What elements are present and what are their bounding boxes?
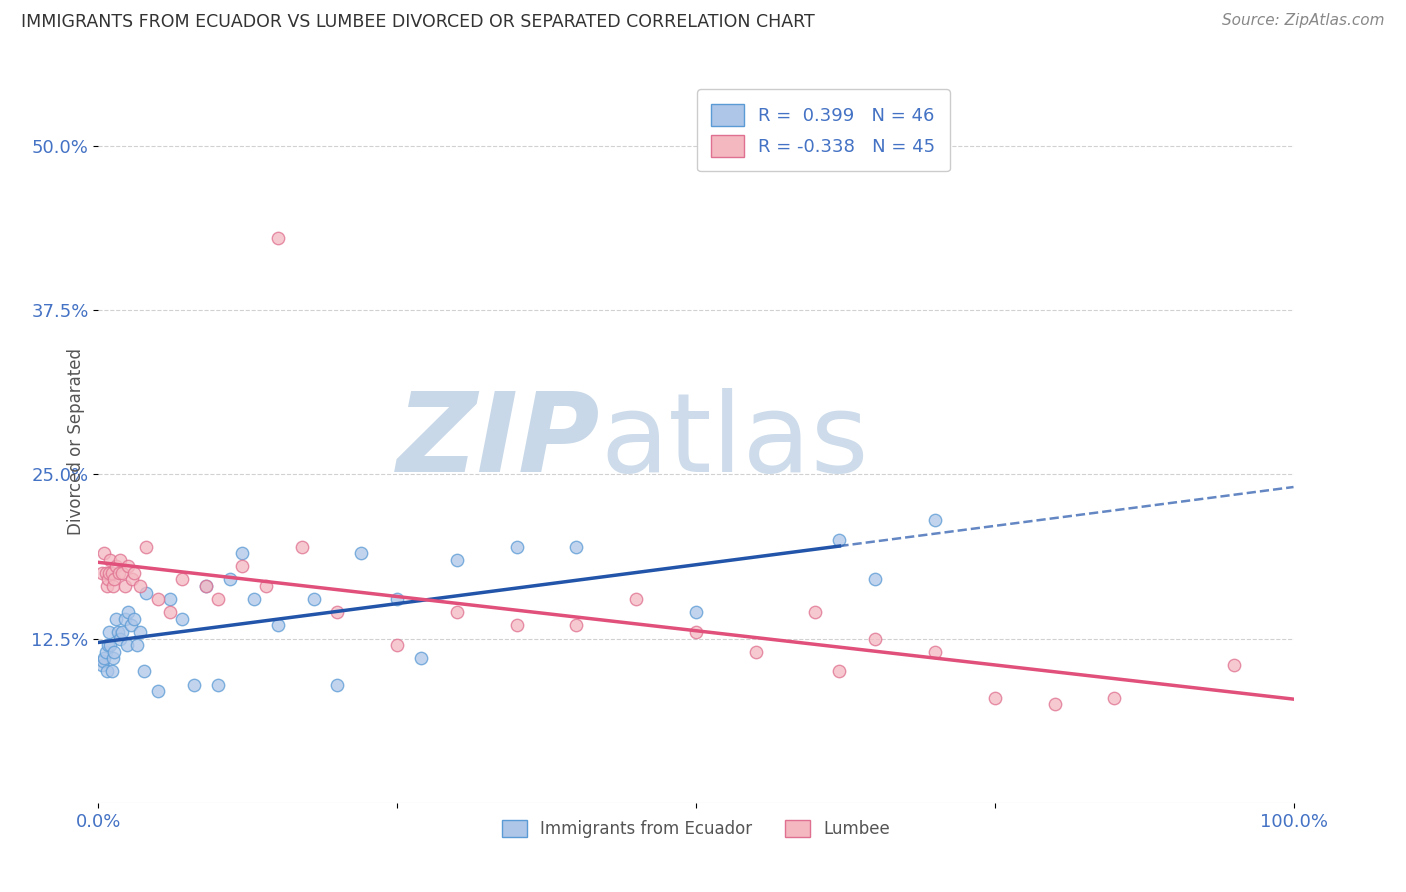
- Point: [291, 540, 314, 554]
- Point: [446, 605, 468, 619]
- Point: [105, 612, 128, 626]
- Point: [411, 651, 433, 665]
- Point: [117, 605, 139, 619]
- Point: [97, 573, 120, 587]
- Point: [93, 546, 115, 560]
- Point: [219, 573, 242, 587]
- Point: [984, 690, 1007, 705]
- Point: [121, 573, 143, 587]
- Point: [385, 592, 409, 607]
- Point: [98, 638, 122, 652]
- Point: [350, 546, 373, 560]
- Point: [108, 632, 131, 646]
- Point: [745, 645, 768, 659]
- Point: [506, 540, 529, 554]
- Point: [108, 553, 131, 567]
- Point: [96, 579, 118, 593]
- Point: [93, 651, 115, 665]
- Point: [828, 665, 851, 679]
- Point: [326, 605, 349, 619]
- Point: [97, 638, 120, 652]
- Point: [183, 677, 205, 691]
- Point: [924, 645, 946, 659]
- Point: [565, 618, 588, 632]
- Point: [626, 592, 648, 607]
- Point: [107, 625, 129, 640]
- Point: [94, 566, 117, 580]
- Point: [124, 612, 146, 626]
- Point: [96, 665, 118, 679]
- Point: [91, 566, 114, 580]
- Point: [207, 592, 229, 607]
- Point: [91, 654, 114, 668]
- Point: [111, 566, 134, 580]
- Point: [148, 592, 170, 607]
- Point: [267, 618, 290, 632]
- Point: [385, 638, 409, 652]
- Point: [159, 592, 181, 607]
- Text: IMMIGRANTS FROM ECUADOR VS LUMBEE DIVORCED OR SEPARATED CORRELATION CHART: IMMIGRANTS FROM ECUADOR VS LUMBEE DIVORC…: [21, 13, 815, 31]
- Point: [685, 605, 707, 619]
- Point: [111, 625, 134, 640]
- Point: [100, 566, 122, 580]
- Point: [195, 579, 218, 593]
- Point: [135, 585, 157, 599]
- Point: [101, 579, 124, 593]
- Point: [91, 657, 114, 672]
- Point: [98, 625, 121, 640]
- Point: [94, 645, 117, 659]
- Point: [100, 665, 122, 679]
- Point: [243, 592, 266, 607]
- Point: [115, 638, 138, 652]
- Point: [98, 566, 121, 580]
- Point: [924, 513, 946, 527]
- Point: [120, 618, 142, 632]
- Point: [207, 677, 229, 691]
- Y-axis label: Divorced or Separated: Divorced or Separated: [66, 348, 84, 535]
- Text: ZIP: ZIP: [396, 388, 600, 495]
- Point: [1043, 698, 1066, 712]
- Point: [565, 540, 588, 554]
- Point: [1104, 690, 1126, 705]
- Point: [148, 684, 170, 698]
- Point: [103, 645, 125, 659]
- Point: [446, 553, 468, 567]
- Point: [105, 559, 128, 574]
- Point: [1223, 657, 1246, 672]
- Text: Source: ZipAtlas.com: Source: ZipAtlas.com: [1222, 13, 1385, 29]
- Point: [114, 612, 136, 626]
- Legend: Immigrants from Ecuador, Lumbee: Immigrants from Ecuador, Lumbee: [495, 814, 897, 845]
- Point: [804, 605, 827, 619]
- Point: [98, 553, 122, 567]
- Point: [101, 651, 124, 665]
- Point: [302, 592, 325, 607]
- Point: [172, 573, 194, 587]
- Point: [124, 566, 146, 580]
- Point: [107, 566, 129, 580]
- Point: [129, 625, 152, 640]
- Point: [326, 677, 349, 691]
- Point: [231, 546, 253, 560]
- Point: [506, 618, 529, 632]
- Point: [129, 579, 152, 593]
- Point: [135, 540, 157, 554]
- Point: [117, 559, 139, 574]
- Text: atlas: atlas: [600, 388, 869, 495]
- Point: [132, 665, 155, 679]
- Point: [103, 573, 125, 587]
- Point: [685, 625, 707, 640]
- Point: [114, 579, 136, 593]
- Point: [195, 579, 218, 593]
- Point: [828, 533, 851, 547]
- Point: [267, 231, 290, 245]
- Point: [865, 632, 887, 646]
- Point: [231, 559, 253, 574]
- Point: [125, 638, 148, 652]
- Point: [865, 573, 887, 587]
- Point: [254, 579, 277, 593]
- Point: [159, 605, 181, 619]
- Point: [172, 612, 194, 626]
